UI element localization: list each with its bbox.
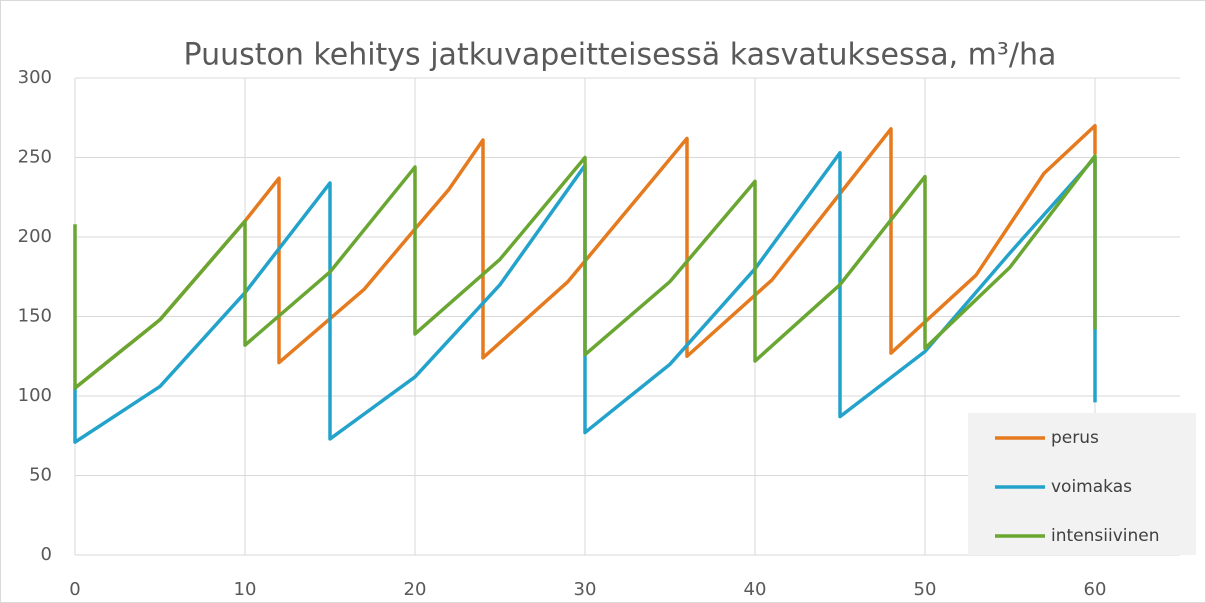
x-tick-label: 30 [574, 579, 597, 600]
x-tick-label: 0 [69, 579, 80, 600]
y-tick-label: 0 [41, 544, 52, 565]
y-tick-label: 200 [18, 226, 52, 247]
y-tick-label: 250 [18, 147, 52, 168]
y-tick-label: 100 [18, 385, 52, 406]
x-tick-label: 60 [1084, 579, 1107, 600]
y-tick-label: 300 [18, 67, 52, 88]
y-tick-label: 150 [18, 306, 52, 327]
x-tick-label: 10 [234, 579, 257, 600]
x-tick-label: 50 [914, 579, 937, 600]
x-tick-label: 20 [404, 579, 427, 600]
y-tick-label: 50 [29, 465, 52, 486]
x-tick-label: 40 [744, 579, 767, 600]
series-line [73, 154, 1097, 390]
series-line [73, 123, 1097, 390]
legend-label: perus [1051, 428, 1099, 448]
chart-title: Puuston kehitys jatkuvapeitteisessä kasv… [184, 38, 1057, 73]
legend-label: voimakas [1051, 477, 1132, 497]
legend-label: intensiivinen [1051, 526, 1160, 546]
